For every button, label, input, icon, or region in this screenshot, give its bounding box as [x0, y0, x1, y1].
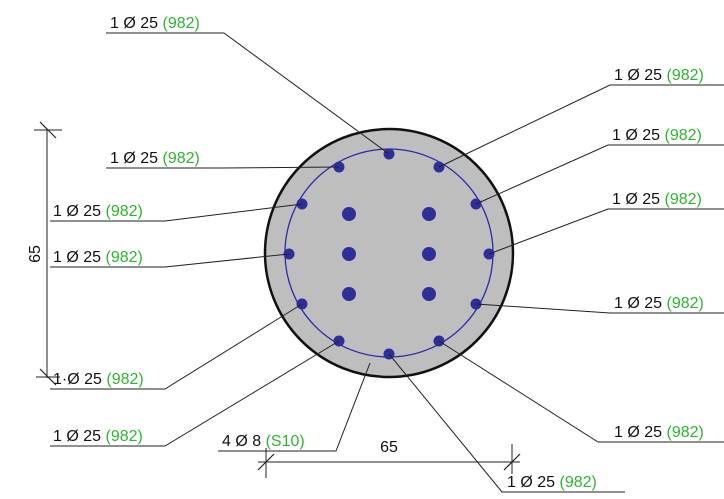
dimension-width-label: 65: [380, 439, 398, 456]
rebar-labels: 1 Ø 25 (982) 1 Ø 25 (982) 1 Ø 25 (982) 1…: [53, 15, 704, 491]
leader-r2: [475, 144, 724, 205]
leader-l5: [50, 340, 340, 447]
rebar-label-l1: 1 Ø 25 (982): [110, 150, 200, 167]
rebar-label-l2: 1 Ø 25 (982): [53, 203, 143, 220]
concrete-section: [263, 127, 515, 379]
rebar-label-r2: 1 Ø 25 (982): [612, 127, 702, 144]
leader-r5: [438, 340, 724, 443]
rebar-label-r1: 1 Ø 25 (982): [614, 67, 704, 84]
leader-stirrup: [218, 362, 371, 452]
rebar-label-l4: 1·Ø 25 (982): [53, 371, 144, 388]
rebar: [342, 207, 356, 221]
leader-l3: [50, 253, 290, 268]
rebar: [422, 247, 436, 261]
rebar: [422, 287, 436, 301]
rebar-label-r4: 1 Ø 25 (982): [614, 295, 704, 312]
dimension-horizontal: [257, 444, 521, 478]
leader-bottom: [388, 353, 625, 493]
leader-r1: [438, 84, 724, 168]
leader-l4: [50, 303, 303, 390]
interior-bars: [342, 207, 436, 301]
leader-l1: [106, 166, 340, 169]
rebar: [342, 247, 356, 261]
leader-l2: [50, 203, 303, 222]
rebar-label-l5: 1 Ø 25 (982): [53, 428, 143, 445]
rebar: [422, 207, 436, 221]
rebar-label-r5: 1 Ø 25 (982): [614, 424, 704, 441]
leader-r3: [488, 208, 724, 255]
rebar-label-bottom: 1 Ø 25 (982): [507, 474, 597, 491]
stirrup-label: 4 Ø 8 (S10): [222, 433, 305, 450]
leader-lines: [50, 32, 724, 493]
rebar-label-r3: 1 Ø 25 (982): [612, 191, 702, 208]
rebar-label-top: 1 Ø 25 (982): [110, 15, 200, 32]
dimension-vertical: [34, 121, 62, 386]
rebar: [342, 287, 356, 301]
leader-r4: [475, 303, 724, 314]
leader-top: [106, 32, 390, 155]
dimension-height-label: 65: [27, 245, 44, 263]
rebar-label-l3: 1 Ø 25 (982): [53, 249, 143, 266]
